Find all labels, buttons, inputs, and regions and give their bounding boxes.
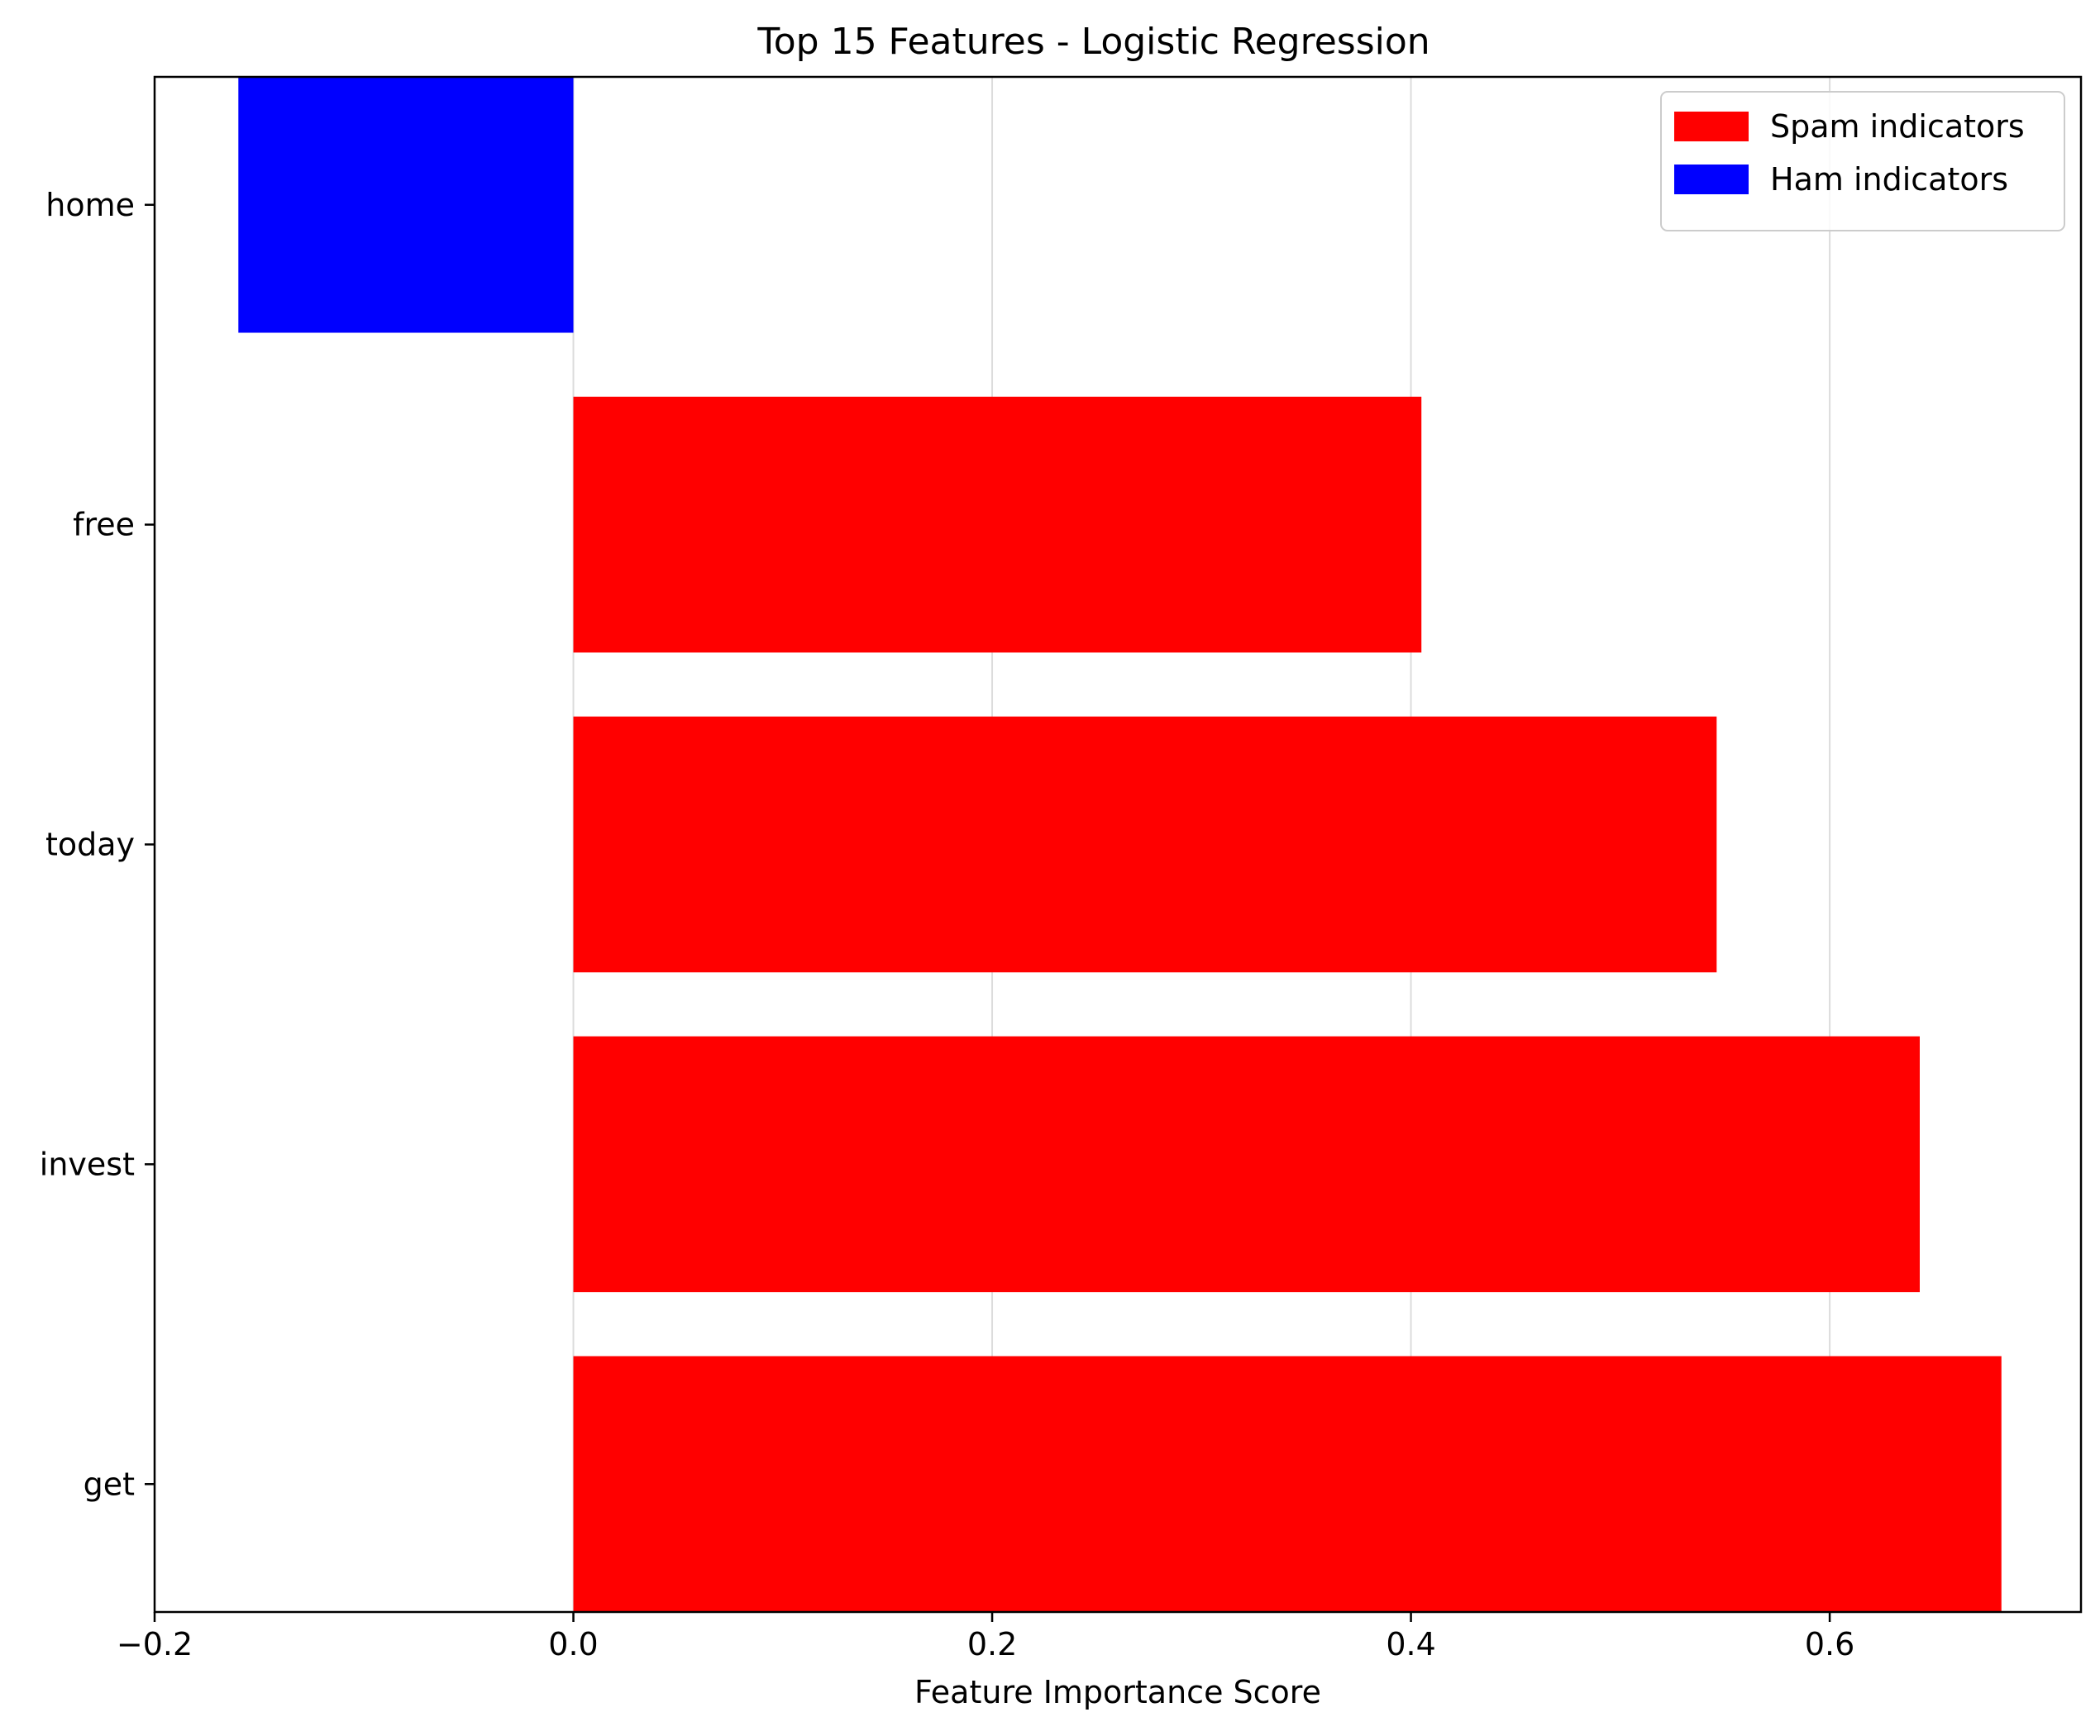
bar-get bbox=[573, 1356, 2002, 1612]
legend-swatch-ham bbox=[1674, 165, 1749, 194]
y-tick-label: today bbox=[45, 827, 135, 863]
bar-free bbox=[573, 396, 1422, 653]
x-tick-label: 0.4 bbox=[1386, 1626, 1435, 1662]
x-axis-label: Feature Importance Score bbox=[914, 1674, 1321, 1710]
legend-swatch-spam bbox=[1674, 112, 1749, 141]
y-tick-label: get bbox=[84, 1466, 135, 1502]
x-tick-label: 0.0 bbox=[548, 1626, 598, 1662]
y-tick-label: home bbox=[45, 187, 135, 223]
x-axis: −0.2 0.0 0.2 0.4 0.6 bbox=[117, 1612, 1854, 1662]
legend-box bbox=[1660, 91, 2065, 231]
bar-home bbox=[238, 77, 574, 333]
bar-today bbox=[573, 716, 1717, 973]
y-tick-label: invest bbox=[40, 1146, 135, 1182]
x-tick-label: −0.2 bbox=[117, 1626, 193, 1662]
y-axis: home free today invest get bbox=[40, 187, 155, 1502]
x-tick-label: 0.2 bbox=[967, 1626, 1017, 1662]
legend: Spam indicators Ham indicators bbox=[1660, 91, 2065, 231]
chart-title: Top 15 Features - Logistic Regression bbox=[756, 21, 1429, 63]
x-tick-label: 0.6 bbox=[1805, 1626, 1854, 1662]
y-tick-label: free bbox=[73, 507, 135, 543]
bars bbox=[238, 77, 2002, 1612]
legend-label-ham: Ham indicators bbox=[1770, 161, 2008, 198]
bar-invest bbox=[573, 1036, 1920, 1293]
legend-label-spam: Spam indicators bbox=[1770, 108, 2025, 145]
